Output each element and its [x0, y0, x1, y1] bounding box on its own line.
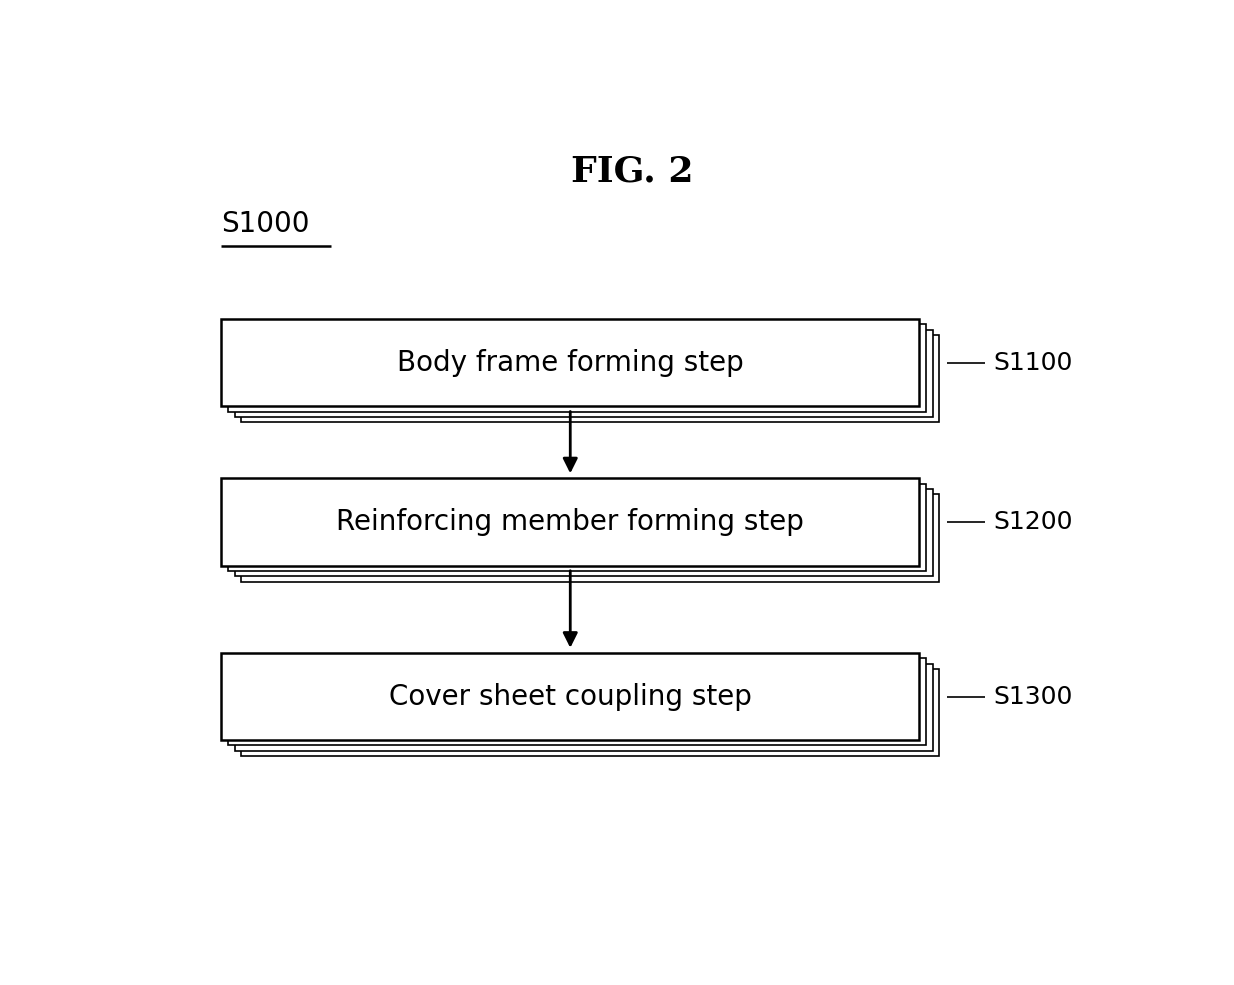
Text: S1300: S1300 — [993, 685, 1072, 708]
Text: S1200: S1200 — [993, 510, 1072, 534]
Text: Cover sheet coupling step: Cover sheet coupling step — [389, 683, 752, 710]
Text: Reinforcing member forming step: Reinforcing member forming step — [337, 508, 805, 536]
Bar — [228, 658, 925, 746]
Bar — [234, 664, 933, 751]
Bar — [228, 484, 925, 571]
Text: S1000: S1000 — [221, 211, 310, 238]
Bar — [234, 490, 933, 576]
Bar — [242, 494, 939, 581]
Bar — [221, 319, 919, 407]
Bar — [221, 653, 919, 740]
Bar — [242, 335, 939, 423]
Text: FIG. 2: FIG. 2 — [571, 155, 694, 188]
Text: Body frame forming step: Body frame forming step — [397, 349, 744, 377]
Bar — [228, 324, 925, 412]
Text: S1100: S1100 — [993, 351, 1072, 375]
Bar — [234, 330, 933, 417]
Bar — [221, 479, 919, 565]
Bar — [242, 669, 939, 756]
